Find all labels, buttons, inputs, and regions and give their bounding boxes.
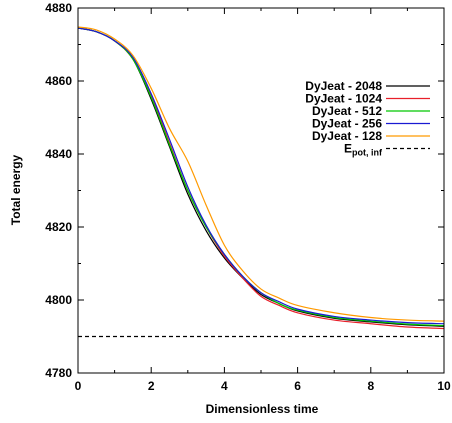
legend-label-4: DyJeat - 128: [312, 129, 382, 143]
legend-label-3: DyJeat - 256: [312, 117, 382, 131]
x-tick-label: 4: [221, 379, 228, 393]
x-tick-label: 6: [294, 379, 301, 393]
x-axis-label: Dimensionless time: [206, 402, 319, 416]
y-axis-label: Total energy: [9, 154, 23, 225]
axes: 0 2 4 6 8 10 4780 4800 4820 4840 4860 4880: [45, 1, 451, 393]
x-tick-label: 10: [437, 379, 451, 393]
y-tick-label: 4820: [45, 220, 72, 234]
legend-label-1: DyJeat - 1024: [305, 92, 382, 106]
plot-frame: [77, 7, 445, 374]
series-line-2: [77, 27, 445, 327]
legend-label-subscript: pot, inf: [352, 148, 383, 158]
series-line-1: [77, 27, 445, 330]
x-tick-label: 8: [367, 379, 374, 393]
y-tick-label: 4780: [45, 366, 72, 380]
legend-label-2: DyJeat - 512: [312, 104, 382, 118]
y-tick-label: 4800: [45, 293, 72, 307]
series-line-3: [77, 27, 445, 325]
legend-label-0: DyJeat - 2048: [305, 79, 382, 93]
x-tick-label: 2: [148, 379, 155, 393]
y-tick-label: 4840: [45, 147, 72, 161]
legend-label-5: Epot, inf: [344, 142, 383, 158]
series-line-0: [77, 27, 445, 327]
plot-area: [77, 26, 445, 338]
x-tick-label: 0: [75, 379, 82, 393]
series-line-4: [77, 26, 445, 322]
y-tick-label: 4880: [45, 1, 72, 15]
y-tick-label: 4860: [45, 74, 72, 88]
